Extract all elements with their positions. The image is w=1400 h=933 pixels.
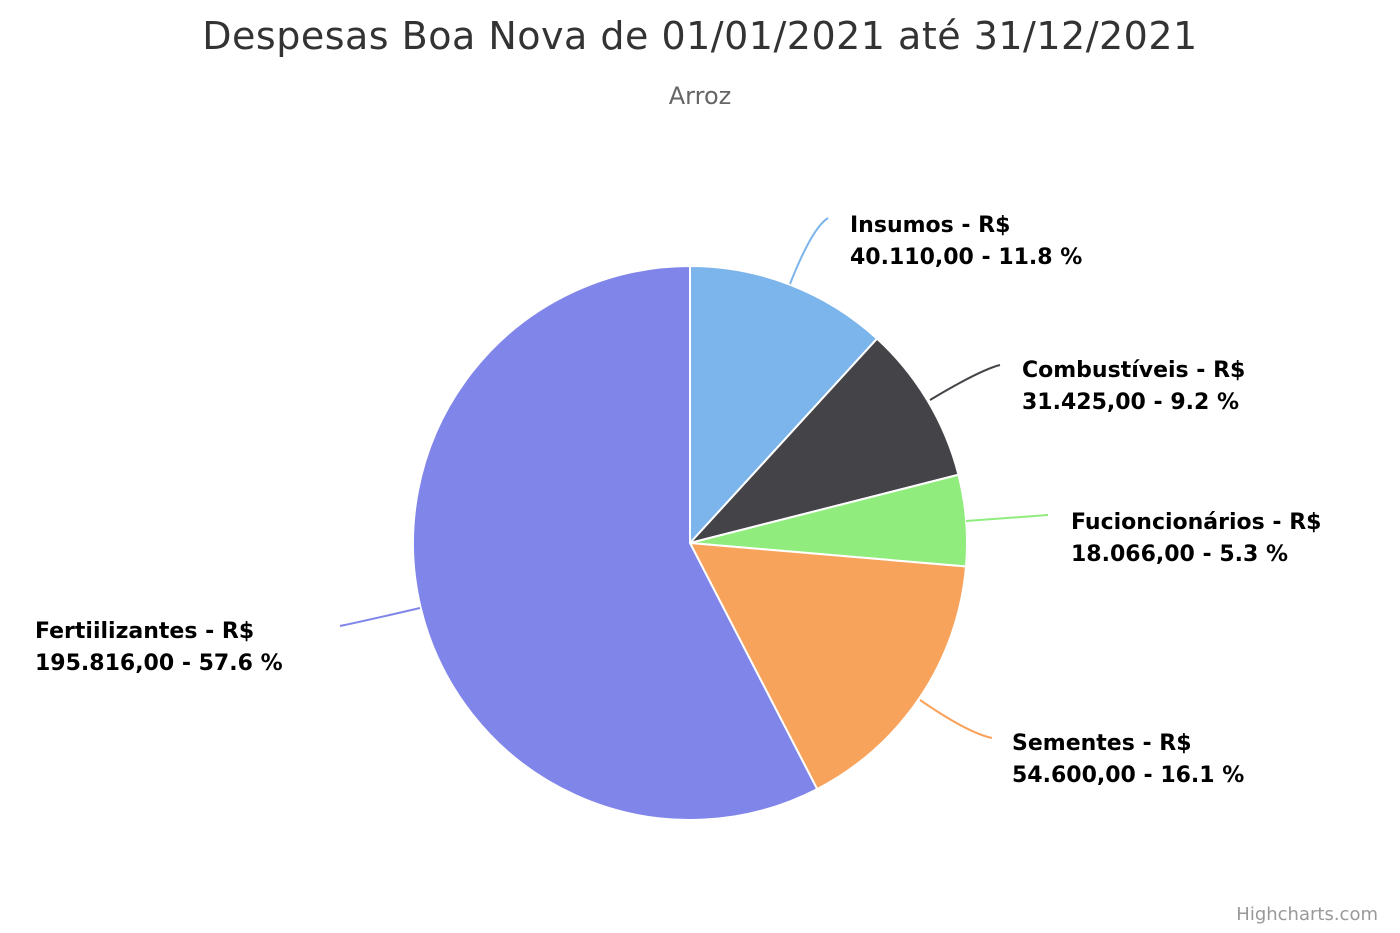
data-label-2: Fucioncionários - R$ 18.066,00 - 5.3 % (1071, 510, 1321, 567)
pie-slice-combustiveis[interactable] (689, 337, 960, 544)
pie-slices (412, 265, 968, 821)
data-label-0: Insumos - R$ 40.110,00 - 11.8 % (850, 213, 1082, 270)
data-label-line1: Sementes - R$ (1012, 731, 1192, 756)
pie-slice-fertiilizantes[interactable] (412, 265, 819, 821)
data-label-line1: Insumos - R$ (850, 213, 1010, 238)
pie-slice-sementes[interactable] (689, 542, 967, 791)
chart-title: Despesas Boa Nova de 01/01/2021 até 31/1… (202, 14, 1198, 58)
connector-3 (919, 699, 993, 739)
pie-slice-insumos[interactable] (689, 265, 879, 544)
connector-1 (929, 364, 1001, 401)
data-label-line2: 54.600,00 - 16.1 % (1012, 763, 1244, 788)
data-label-line2: 18.066,00 - 5.3 % (1071, 542, 1288, 567)
connector-2 (965, 514, 1049, 522)
connector-0 (789, 217, 829, 285)
chart-subtitle: Arroz (668, 82, 732, 110)
data-labels: Insumos - R$ 40.110,00 - 11.8 % Combustíve… (35, 213, 1321, 788)
data-label-1: Combustíveis - R$ 31.425,00 - 9.2 % (1022, 358, 1245, 415)
label-connectors (339, 217, 1049, 739)
data-label-3: Sementes - R$ 54.600,00 - 16.1 % (1012, 731, 1244, 788)
credits-link[interactable]: Highcharts.com (1236, 904, 1378, 925)
data-label-line1: Fertiilizantes - R$ (35, 619, 254, 644)
data-label-4: Fertiilizantes - R$ 195.816,00 - 57.6 % (35, 619, 283, 676)
data-label-line1: Fucioncionários - R$ (1071, 510, 1321, 535)
connector-4 (339, 607, 421, 627)
data-label-line2: 40.110,00 - 11.8 % (850, 245, 1082, 270)
data-label-line2: 31.425,00 - 9.2 % (1022, 390, 1239, 415)
data-label-line1: Combustíveis - R$ (1022, 358, 1245, 383)
data-label-line2: 195.816,00 - 57.6 % (35, 651, 283, 676)
